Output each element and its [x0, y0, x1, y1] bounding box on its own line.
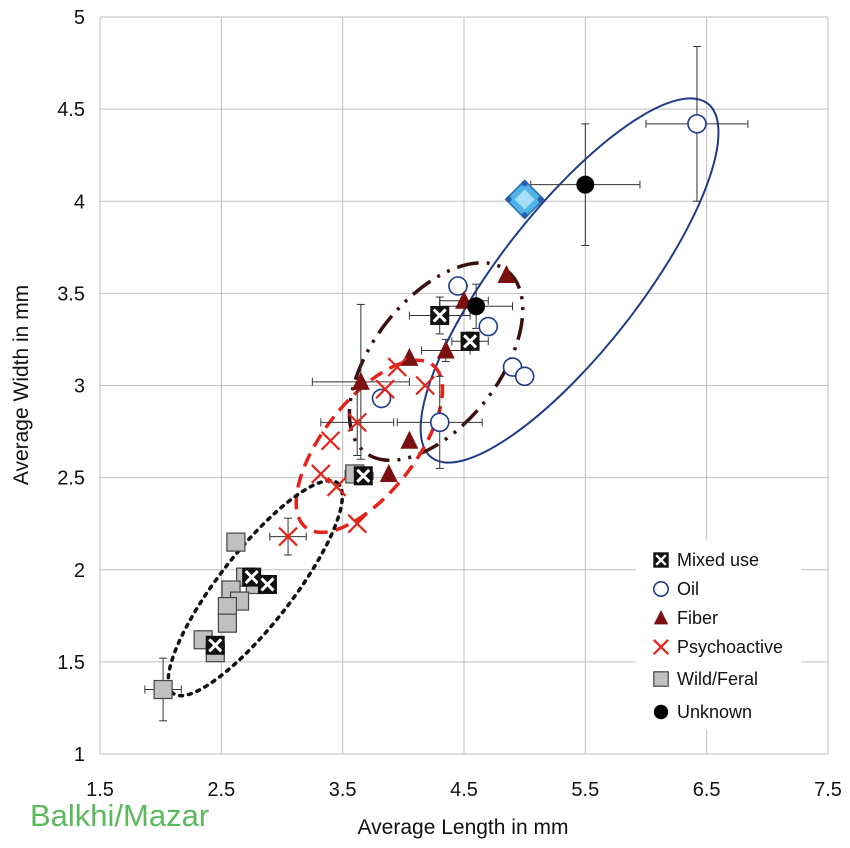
point-mixed-use: [430, 305, 450, 325]
legend-label-oil: Oil: [677, 579, 699, 599]
point-psychoactive: [311, 464, 331, 484]
point-psychoactive: [320, 430, 341, 451]
ellipse-oil: [419, 97, 720, 464]
point-oil: [478, 316, 499, 337]
point-fiber: [497, 264, 516, 283]
point-unknown: [576, 175, 595, 194]
point-mixed-use: [257, 574, 277, 594]
point-mixed-use: [353, 466, 373, 486]
point-unknown: [467, 297, 486, 316]
point-fiber: [379, 463, 398, 482]
point-fiber: [400, 430, 419, 449]
x-tick-label: 1.5: [86, 779, 114, 801]
ellipse-psychoactive: [294, 358, 445, 535]
point-psychoactive: [347, 412, 368, 433]
legend-marker-unknown: [653, 704, 669, 720]
legend-box: [636, 540, 801, 730]
y-tick-label: 5: [74, 7, 85, 29]
legend-marker-wild-feral: [653, 671, 669, 687]
point-psychoactive: [415, 375, 435, 396]
point-wild-feral: [217, 596, 237, 617]
y-axis-label: Average Width in mm: [10, 285, 33, 485]
x-tick-label: 2.5: [207, 779, 235, 801]
point-mixed-use: [205, 635, 225, 655]
point-psychoactive: [387, 357, 408, 377]
ellipse-wild-feral: [166, 478, 345, 698]
point-psychoactive: [375, 379, 395, 399]
x-tick-label: 5.5: [571, 779, 599, 801]
point-oil: [371, 388, 392, 409]
point-wild-feral: [153, 679, 173, 700]
y-tick-label: 1: [74, 744, 85, 766]
legend-marker-oil: [652, 580, 669, 597]
y-tick-label: 1.5: [57, 652, 85, 674]
legend-label-unknown: Unknown: [677, 702, 752, 722]
diamond-icon: [504, 179, 545, 220]
point-oil: [514, 366, 535, 387]
legend-marker-mixed-use: [653, 552, 669, 568]
x-axis-label: Average Length in mm: [358, 816, 569, 839]
point-fiber: [436, 340, 455, 359]
legend-label-wild-feral: Wild/Feral: [677, 669, 758, 689]
data-points: [153, 114, 707, 700]
point-wild-feral: [226, 532, 246, 552]
legend-label-fiber: Fiber: [677, 608, 718, 628]
point-oil: [429, 412, 450, 433]
point-psychoactive: [326, 477, 347, 497]
legend-marker-fiber: [653, 610, 669, 625]
x-tick-label: 4.5: [450, 779, 478, 801]
x-tick-label: 3.5: [329, 779, 357, 801]
x-tick-label: 6.5: [693, 779, 721, 801]
y-tick-label: 2.5: [57, 468, 85, 490]
point-fiber: [400, 347, 419, 366]
point-oil: [687, 114, 707, 134]
legend-label-psychoactive: Psychoactive: [677, 637, 783, 657]
y-tick-label: 4: [74, 191, 85, 213]
source-label: Balkhi/Mazar: [30, 798, 210, 833]
point-oil: [448, 276, 468, 296]
legend-label-mixed-use: Mixed use: [677, 550, 759, 570]
y-tick-label: 2: [74, 560, 85, 582]
point-mixed-use: [460, 331, 480, 351]
y-tick-label: 3.5: [57, 283, 85, 305]
point-wild-feral: [217, 613, 237, 633]
legend: Mixed use Oil Fiber Psychoactive Wild/Feral U…: [636, 540, 801, 730]
y-tick-label: 3: [74, 376, 85, 398]
point-psychoactive: [278, 526, 298, 547]
point-fiber: [351, 371, 370, 390]
legend-marker-psychoactive: [653, 639, 669, 655]
x-tick-label: 7.5: [814, 779, 842, 801]
y-tick-label: 4.5: [57, 99, 85, 121]
axis-tick-labels: 1.5 2.5 3.5 4.5 5.5 6.5 7.511.522.533.544.55: [57, 7, 842, 801]
point-psychoactive: [347, 513, 368, 534]
